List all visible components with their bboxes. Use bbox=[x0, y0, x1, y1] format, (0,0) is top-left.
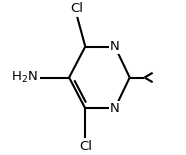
Text: N: N bbox=[110, 102, 120, 115]
Text: Cl: Cl bbox=[79, 140, 92, 153]
Text: Cl: Cl bbox=[71, 2, 84, 15]
Text: N: N bbox=[110, 40, 120, 53]
Text: H$_2$N: H$_2$N bbox=[11, 70, 38, 85]
